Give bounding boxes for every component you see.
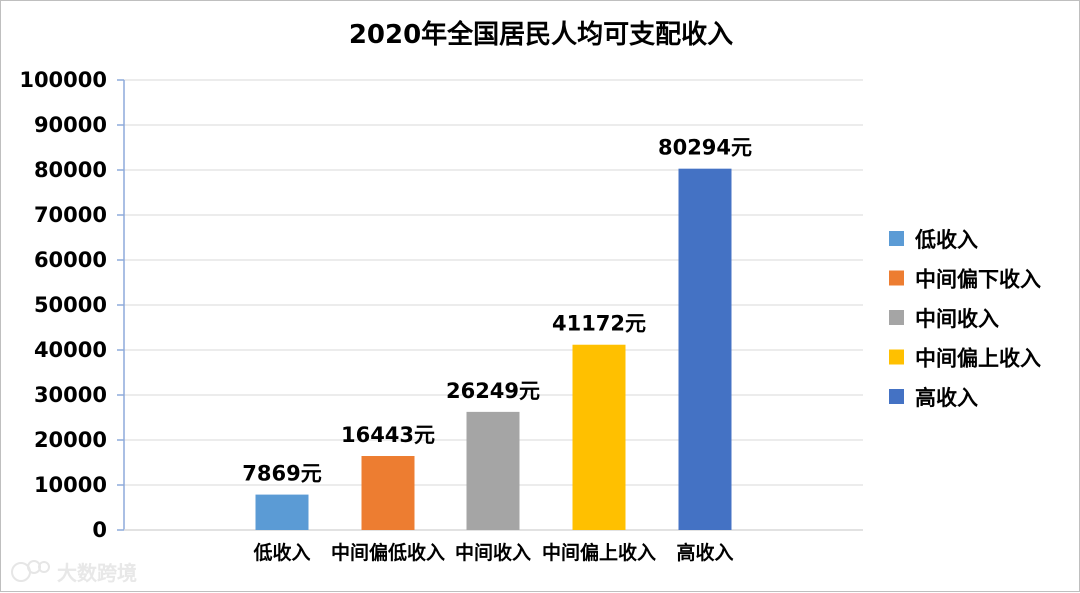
x-tick-label: 高收入 xyxy=(676,541,733,564)
data-label: 41172元 xyxy=(552,312,646,336)
y-tick-label: 90000 xyxy=(34,113,107,137)
legend-label: 中间收入 xyxy=(915,307,999,331)
bar xyxy=(572,344,626,530)
y-tick-label: 0 xyxy=(92,518,107,542)
y-tick-label: 70000 xyxy=(34,203,107,227)
legend-swatch xyxy=(889,389,904,404)
y-tick-label: 50000 xyxy=(34,293,107,317)
x-tick-label: 中间收入 xyxy=(455,541,531,564)
y-tick-label: 100000 xyxy=(19,68,107,92)
x-tick-label: 低收入 xyxy=(252,541,310,564)
legend-label: 低收入 xyxy=(914,228,978,252)
legend-label: 中间偏下收入 xyxy=(915,268,1041,292)
data-label: 26249元 xyxy=(446,379,540,403)
watermark: 大数跨境 xyxy=(11,560,137,585)
y-tick-label: 20000 xyxy=(34,428,107,452)
bar xyxy=(678,168,732,530)
bar xyxy=(361,456,415,530)
y-tick-label: 10000 xyxy=(34,473,107,497)
gridlines xyxy=(124,79,863,486)
data-label: 16443元 xyxy=(341,423,435,447)
data-label: 7869元 xyxy=(242,462,321,486)
legend-label: 高收入 xyxy=(915,386,978,410)
chart-title: 2020年全国居民人均可支配收入 xyxy=(349,19,733,50)
y-tick-label: 80000 xyxy=(34,158,107,182)
legend-swatch xyxy=(889,231,904,246)
bars xyxy=(255,168,732,530)
x-tick-label: 中间偏低收入 xyxy=(331,541,445,564)
legend-swatch xyxy=(889,349,904,365)
bar xyxy=(255,494,309,530)
y-tick-label: 60000 xyxy=(34,248,107,272)
data-label: 80294元 xyxy=(658,136,752,160)
y-tick-label: 30000 xyxy=(34,383,107,407)
legend-swatch xyxy=(889,270,904,286)
legend-label: 中间偏上收入 xyxy=(915,347,1041,371)
watermark-logo-icon xyxy=(11,560,50,582)
axes: 0 10000 20000 30000 40000 50000 60000 70000 8000… xyxy=(19,68,863,564)
legend-swatch xyxy=(889,310,904,325)
bar xyxy=(466,411,520,530)
y-tick-label: 40000 xyxy=(34,338,107,362)
x-tick-label: 中间偏上收入 xyxy=(542,541,656,564)
data-labels: 7869元 16443元 26249元 41172元 80294元 xyxy=(242,136,752,486)
watermark-text: 大数跨境 xyxy=(57,561,137,585)
